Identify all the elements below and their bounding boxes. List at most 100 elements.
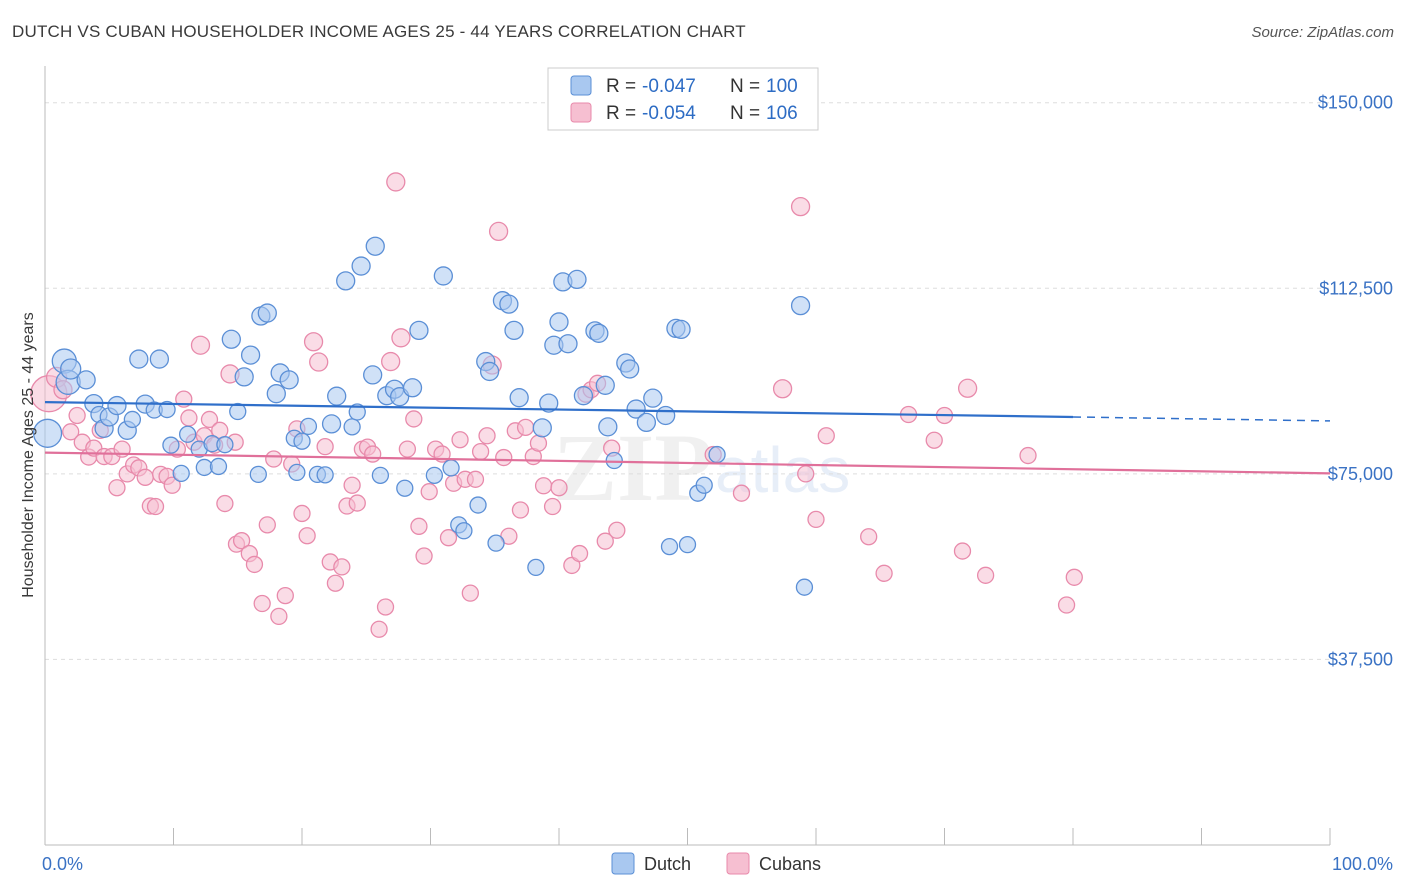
cubans-point-37 [245,555,264,574]
dutch-point-47 [363,365,383,385]
dutch-point-42 [327,386,347,406]
dutch-point-60 [455,522,473,540]
cubans-point-62 [386,172,406,192]
bottom-legend-label-cubans: Cubans [759,854,821,874]
dutch-point-3 [60,358,82,380]
cubans-point-76 [466,470,485,488]
legend-n-value-cubans: 106 [766,103,798,124]
dutch-point-94 [695,476,713,494]
cubans-point-113 [976,566,995,584]
y-tick-label-2: $112,500 [1319,278,1393,298]
dutch-point-4 [76,370,96,390]
bottom-legend-swatch-cubans [726,852,750,875]
cubans-point-45 [293,504,311,523]
dutch-point-32 [266,384,286,404]
x-tick-label-0: 0.0% [42,854,83,874]
cubans-point-68 [420,483,438,501]
dutch-point-89 [660,537,679,556]
dutch-point-85 [626,399,646,419]
dutch-point-58 [442,459,460,477]
dutch-point-68 [509,388,529,408]
dutch-point-88 [656,405,676,426]
dutch-point-87 [643,388,663,408]
dutch-point-53 [396,479,414,497]
dutch-point-48 [365,236,385,256]
dutch-point-24 [216,436,234,454]
cubans-point-39 [258,516,276,534]
cubans-point-96 [596,532,614,550]
legend-n-value-dutch: 100 [766,76,798,97]
cubans-point-59 [370,620,388,638]
legend-r-value-cubans: -0.054 [642,103,696,124]
dutch-point-64 [487,534,505,552]
cubans-point-73 [451,431,469,449]
legend-box [547,67,819,131]
dutch-point-82 [605,451,623,470]
dutch-point-18 [172,464,190,483]
dutch-point-17 [162,436,180,454]
dutch-point-66 [499,294,519,314]
cubans-point-61 [381,351,401,372]
dutch-point-77 [573,386,594,406]
dutch-point-12 [129,349,149,369]
cubans-point-80 [488,221,509,242]
cubans-point-77 [471,442,490,461]
cubans-point-4 [68,406,86,425]
dutch-point-38 [299,417,318,436]
dutch-point-73 [549,312,569,332]
watermark: ZIP atlas [553,414,850,521]
dutch-trend-line [44,401,1074,419]
y-tick-label-0: $37,500 [1328,649,1393,669]
dutch-point-92 [678,535,697,554]
legend: R = -0.047 N = 100 R = -0.054 N = 106 [547,67,819,131]
cubans-point-105 [817,427,835,445]
dutch-point-56 [425,466,444,485]
cubans-point-65 [405,410,423,428]
dutch-point-40 [316,466,334,484]
dutch-point-49 [371,466,390,485]
cubans-point-64 [398,440,417,458]
dutch-point-70 [532,418,552,438]
dutch-point-19 [178,425,197,443]
dutch-point-79 [589,323,609,343]
dutch-point-86 [636,412,657,433]
cubans-point-71 [439,529,458,547]
cubans-point-106 [860,528,878,546]
cubans-point-47 [303,332,324,352]
cubans-point-49 [316,438,334,456]
cubans-point-98 [608,521,626,539]
cubans-point-16 [136,468,154,486]
dutch-point-80 [595,375,615,395]
cubans-point-92 [570,544,589,563]
dutch-point-0 [32,418,63,448]
dutch-trend-extension [1072,416,1331,422]
cubans-point-52 [333,558,351,576]
cubans-point-18 [146,497,165,516]
dutch-point-75 [558,334,578,354]
dutch-point-15 [149,349,170,369]
legend-swatch-dutch [570,75,592,96]
cubans-point-41 [270,607,288,626]
dutch-point-55 [409,320,429,341]
bottom-legend-swatch-dutch [611,852,635,875]
cubans-point-84 [511,501,530,519]
watermark-zip: ZIP [553,414,713,521]
dutch-point-34 [279,370,299,390]
cubans-point-55 [348,494,366,512]
dutch-point-31 [257,303,277,323]
cubans-point-109 [925,431,943,449]
axes [44,66,1331,846]
cubans-point-101 [772,379,793,399]
cubans-point-111 [953,542,972,560]
cubans-point-46 [298,527,316,545]
dutch-points [32,236,814,596]
y-tick-label-3: $150,000 [1318,93,1393,113]
dutch-point-97 [795,578,814,596]
dutch-point-63 [479,361,500,382]
cubans-point-26 [190,335,211,355]
cubans-point-51 [326,574,345,592]
bottom-legend-label-dutch: Dutch [644,854,691,874]
dutch-point-76 [567,269,587,290]
legend-n-label-cubans: N = [730,103,760,124]
cubans-point-75 [461,584,479,602]
